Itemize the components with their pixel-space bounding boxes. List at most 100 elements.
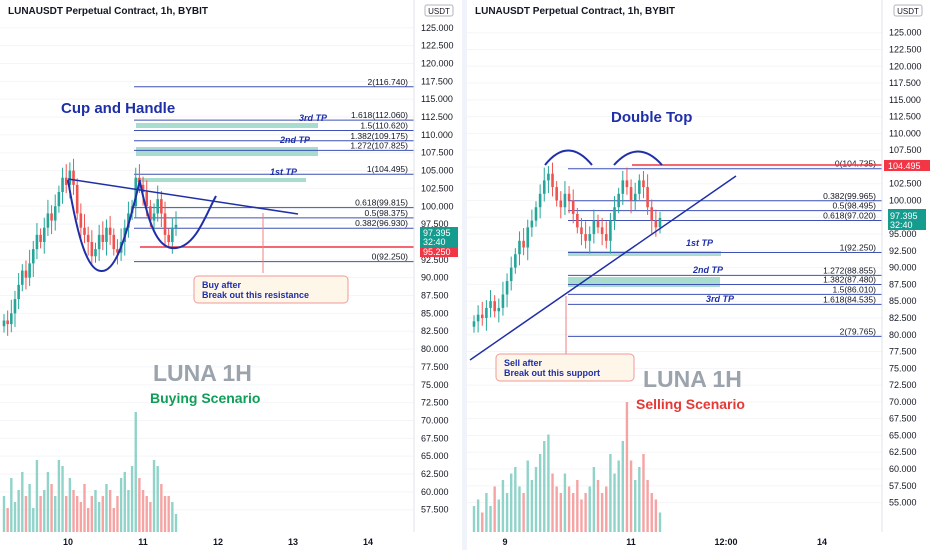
left-volume-bar: [43, 490, 46, 532]
left-handle-curve: [139, 181, 217, 250]
left-candle-body: [167, 234, 170, 242]
right-volume-bar: [567, 486, 571, 532]
left-candle-body: [17, 284, 20, 300]
left-volume-bar: [50, 484, 53, 532]
right-volume-bar: [634, 480, 637, 532]
right-y-tick-label: 100.000: [889, 196, 922, 206]
right-y-tick-label: 67.500: [889, 414, 917, 424]
right-x-tick-label: 14: [817, 537, 827, 547]
right-unit-label: USDT: [897, 7, 919, 16]
right-candle-body: [592, 220, 596, 235]
right-fib-levels: 0(104.735) 0.382(99.965)0.5(98.495)0.618(…: [568, 159, 882, 337]
right-volume-bar: [555, 486, 558, 532]
left-candle-body: [116, 249, 119, 253]
left-fib-label: 1(104.495): [367, 164, 408, 174]
right-volume-bar: [481, 512, 484, 532]
right-candle-body: [522, 240, 525, 248]
left-fib-label: 1.618(112.060): [351, 110, 408, 120]
left-y-tick-label: 110.000: [421, 130, 453, 140]
right-current-price: 97.395: [890, 211, 918, 221]
right-y-tick-label: 102.500: [889, 179, 922, 189]
left-volume-bar: [152, 460, 156, 532]
left-volume-bar: [141, 490, 145, 532]
left-y-tick-label: 87.500: [421, 291, 449, 301]
left-candle-body: [39, 234, 42, 242]
right-panel: 0(104.735) 0.382(99.965)0.5(98.495)0.618(…: [467, 0, 930, 547]
right-candle-body: [514, 254, 517, 268]
left-y-tick-label: 65.000: [421, 451, 449, 461]
right-fib-label: 0.618(97.020): [823, 211, 876, 221]
left-volume-bar: [68, 478, 72, 532]
right-candle-body: [571, 200, 575, 214]
right-volume-bar: [629, 460, 633, 532]
right-candle-body: [559, 200, 563, 208]
right-volume-bar: [584, 493, 587, 532]
right-candle-body: [509, 267, 513, 282]
left-volume-bar: [54, 496, 57, 532]
right-candle-body: [530, 220, 534, 228]
right-volume-bar: [646, 480, 649, 532]
right-candle-body: [542, 180, 546, 194]
right-y-tick-label: 107.500: [889, 145, 922, 155]
left-current-price-tag: [420, 227, 458, 247]
right-current-price-tag: [888, 209, 926, 230]
right-note-line-2: Break out this support: [504, 368, 600, 378]
left-candle-body: [108, 227, 112, 235]
right-volume-bar: [588, 486, 591, 532]
right-y-tick-label: 87.500: [889, 279, 917, 289]
left-y-tick-label: 112.500: [421, 112, 453, 122]
left-candle-body: [75, 184, 79, 214]
right-3rd-tp-label: 3rd TP: [706, 294, 735, 304]
right-candle-body: [480, 314, 484, 318]
left-fib-label: 0.382(96.930): [355, 218, 408, 228]
right-volume-bar: [547, 434, 550, 532]
right-fib-label: 0.382(99.965): [823, 191, 876, 201]
right-y-tick-label: 60.000: [889, 464, 917, 474]
right-second-top-arc: [613, 150, 663, 166]
right-candle-body: [518, 240, 521, 255]
left-volume-bar: [86, 508, 90, 532]
left-candle-body: [35, 234, 39, 250]
right-fib-label: 1.5(86.010): [833, 284, 877, 294]
right-volume-bar: [654, 499, 658, 532]
left-volume-bar: [75, 496, 79, 532]
left-volume-bar: [138, 478, 141, 532]
left-chart-title: LUNAUSDT Perpetual Contract, 1h, BYBIT: [8, 6, 208, 17]
left-fib-label: 0.5(98.375): [365, 208, 409, 218]
left-volume-bar: [94, 490, 97, 532]
right-volume-bar: [472, 506, 476, 532]
right-watermark: LUNA 1H: [643, 366, 742, 392]
right-candle-body: [576, 213, 579, 228]
left-volume-bar: [21, 472, 24, 532]
left-candle-body: [105, 227, 108, 242]
right-candle-body: [501, 294, 505, 308]
left-candle-body: [50, 213, 53, 221]
left-x-tick-label: 11: [138, 537, 148, 547]
left-volume-bar: [65, 496, 68, 532]
left-x-ticks: 10 11 12 13 14: [63, 537, 373, 547]
left-candle-body: [152, 213, 156, 221]
right-candle-body: [493, 301, 496, 312]
left-panel: 2(116.740) 1.618(112.060)1.5(110.620)1.38…: [0, 0, 458, 547]
left-fib-label: 1.382(109.175): [350, 131, 408, 141]
right-candle-body: [633, 193, 637, 201]
left-resistance-line: [67, 178, 299, 215]
right-candle-body: [596, 220, 600, 228]
right-candle-body: [621, 180, 625, 194]
right-volume-bar: [501, 480, 505, 532]
left-candle-body: [94, 249, 97, 257]
right-candle-body: [613, 207, 616, 221]
left-volume-bar: [108, 490, 112, 532]
panel-divider: [462, 0, 467, 550]
right-candle-body: [609, 220, 612, 241]
right-volume-bar: [642, 454, 645, 532]
right-fib-label: 1.382(87.480): [823, 275, 876, 285]
left-candle-body: [46, 213, 50, 228]
right-volume-bar: [530, 480, 534, 532]
right-fib-label: 1(92.250): [840, 243, 877, 253]
right-volume-bar: [572, 493, 575, 532]
left-volume-bar: [116, 496, 119, 532]
right-1st-tp-label: 1st TP: [686, 238, 714, 248]
right-volume-bar: [538, 454, 542, 532]
left-candle-body: [112, 234, 116, 250]
